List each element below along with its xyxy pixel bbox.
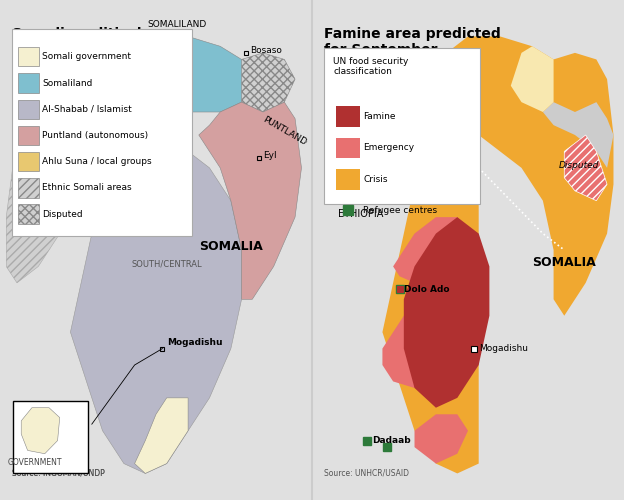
Polygon shape (102, 135, 177, 200)
Text: ETHIOPIA: ETHIOPIA (338, 209, 384, 219)
Polygon shape (71, 135, 241, 473)
Text: Disputed: Disputed (559, 161, 600, 170)
Polygon shape (6, 53, 135, 283)
Text: Eyl: Eyl (263, 151, 276, 160)
Polygon shape (404, 118, 479, 184)
Text: Puntland (autonomous): Puntland (autonomous) (42, 131, 149, 140)
Text: Somaliland: Somaliland (42, 78, 92, 88)
Polygon shape (414, 414, 468, 464)
Polygon shape (383, 36, 613, 474)
Text: Famine: Famine (363, 112, 396, 121)
Text: Source: INGOMAN/UNDP: Source: INGOMAN/UNDP (12, 468, 105, 477)
Text: Somalia political map: Somalia political map (12, 27, 180, 41)
Text: SOMALILAND: SOMALILAND (148, 20, 207, 66)
Text: ETHIOPIA: ETHIOPIA (16, 192, 61, 202)
Text: PUNTLAND: PUNTLAND (261, 114, 308, 147)
Bar (18, 100, 39, 119)
Text: Crisis: Crisis (363, 174, 388, 184)
Text: Emergency: Emergency (363, 144, 414, 152)
Text: Mogadishu: Mogadishu (167, 338, 222, 347)
Bar (324, 48, 480, 204)
Bar (18, 152, 39, 172)
Bar (12, 401, 87, 473)
Bar (18, 178, 39, 198)
Text: Dadaab: Dadaab (372, 436, 411, 445)
Polygon shape (393, 217, 468, 283)
Text: Somali government: Somali government (42, 52, 131, 62)
Bar (18, 204, 39, 224)
Polygon shape (241, 53, 295, 112)
Text: Refugee centres: Refugee centres (363, 206, 437, 215)
Polygon shape (383, 309, 457, 388)
Text: Source: INGOMAN/UNDP: Source: INGOMAN/UNDP (12, 468, 105, 477)
Text: SOMALIA: SOMALIA (532, 256, 596, 270)
Text: Ethnic Somali areas: Ethnic Somali areas (42, 184, 132, 192)
Text: Mogadishu: Mogadishu (479, 344, 528, 353)
Polygon shape (511, 46, 553, 112)
Bar (12, 29, 192, 236)
Polygon shape (425, 102, 468, 145)
Polygon shape (135, 398, 188, 473)
Polygon shape (404, 217, 489, 408)
Text: SOUTH/CENTRAL: SOUTH/CENTRAL (132, 260, 202, 268)
Text: Al-Shabab / Islamist: Al-Shabab / Islamist (42, 104, 132, 114)
Text: Disputed: Disputed (42, 210, 83, 218)
Text: Dolo Ado: Dolo Ado (404, 285, 449, 294)
Bar (18, 126, 39, 145)
Polygon shape (124, 36, 252, 112)
Bar (18, 74, 39, 92)
Bar (336, 169, 360, 190)
Bar (336, 138, 360, 158)
Polygon shape (564, 135, 607, 200)
Text: Bosaso: Bosaso (250, 46, 282, 55)
Text: Famine area predicted
for September: Famine area predicted for September (324, 27, 501, 57)
Text: SOMALIA: SOMALIA (199, 240, 263, 253)
Polygon shape (21, 408, 60, 454)
Text: Source: UNHCR/USAID: Source: UNHCR/USAID (324, 468, 409, 477)
Bar (336, 106, 360, 127)
Text: UN food security
classification: UN food security classification (333, 57, 409, 76)
Text: Ahlu Suna / local groups: Ahlu Suna / local groups (42, 157, 152, 166)
Bar (18, 47, 39, 66)
Text: GOVERNMENT: GOVERNMENT (8, 458, 62, 467)
Polygon shape (199, 102, 301, 300)
Polygon shape (543, 102, 613, 168)
